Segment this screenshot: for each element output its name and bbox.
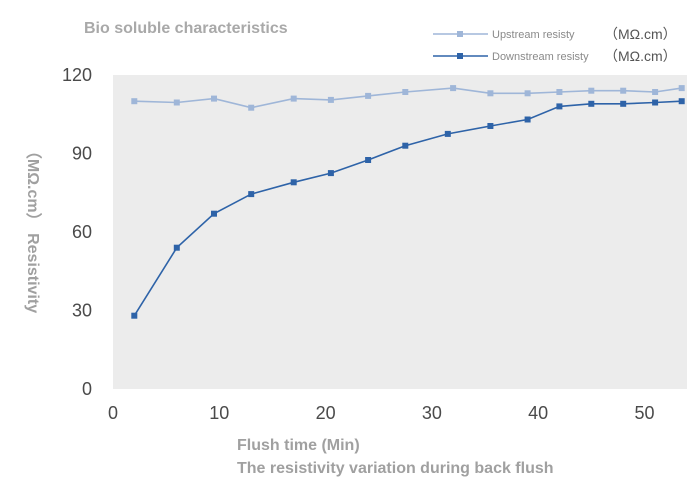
- data-point: [487, 123, 494, 129]
- data-point: [524, 116, 531, 123]
- legend: Upstream resisty （MΩ.cm） Downstream resist…: [433, 26, 677, 64]
- data-point: [211, 95, 217, 102]
- series-line-upstream: [134, 87, 682, 109]
- data-point: [211, 210, 217, 217]
- x-tick-label: 30: [422, 403, 442, 423]
- data-point: [131, 98, 138, 105]
- legend-unit: （MΩ.cm）: [604, 48, 677, 64]
- data-point: [678, 98, 685, 105]
- y-tick-label: 30: [72, 301, 92, 321]
- x-tick-label: 40: [528, 403, 548, 423]
- data-point: [365, 157, 372, 163]
- data-point: [173, 99, 180, 106]
- y-tick-label: 120: [62, 65, 92, 85]
- data-point: [620, 100, 627, 107]
- series-line-downstream: [133, 100, 682, 317]
- data-point: [556, 89, 563, 95]
- data-point: [652, 99, 659, 106]
- y-axis-ticks: 0 30 60 90 120: [62, 65, 92, 399]
- data-point: [290, 95, 297, 102]
- x-axis-label: Flush time (Min): [237, 437, 360, 454]
- data-point: [444, 130, 451, 137]
- data-point: [450, 85, 457, 92]
- chart-caption: The resistivity variation during back fl…: [237, 460, 554, 477]
- legend-label: Downstream resisty: [492, 51, 589, 63]
- x-tick-label: 20: [316, 403, 336, 423]
- x-tick-label: 0: [108, 403, 118, 423]
- legend-unit: （MΩ.cm）: [604, 26, 677, 42]
- y-tick-label: 0: [82, 379, 92, 399]
- data-point: [327, 170, 334, 177]
- data-point: [290, 179, 297, 186]
- y-axis-label: （MΩ.cm） Resistivity: [24, 143, 42, 313]
- y-tick-label: 60: [72, 222, 92, 242]
- data-point: [524, 90, 531, 97]
- chart-title: Bio soluble characteristics: [84, 20, 288, 37]
- series-layer: [131, 85, 685, 319]
- data-point: [402, 142, 409, 149]
- data-point: [173, 244, 180, 251]
- legend-marker: [457, 53, 463, 59]
- data-point: [556, 103, 563, 110]
- data-point: [402, 89, 409, 95]
- data-point: [365, 92, 372, 99]
- plot-area: [113, 75, 687, 389]
- x-tick-label: 50: [634, 403, 654, 423]
- data-point: [487, 90, 494, 97]
- data-point: [620, 87, 627, 94]
- x-axis-ticks: 0 10 20 30 40 50: [108, 403, 655, 423]
- legend-label: Upstream resisty: [492, 29, 575, 41]
- data-point: [678, 85, 685, 92]
- data-point: [588, 100, 595, 107]
- data-point: [327, 96, 334, 103]
- data-point: [652, 89, 659, 95]
- data-point: [248, 104, 255, 111]
- data-point: [248, 191, 255, 198]
- legend-marker: [457, 31, 463, 37]
- data-point: [131, 312, 138, 319]
- data-point: [588, 87, 595, 94]
- x-tick-label: 10: [209, 403, 229, 423]
- y-tick-label: 90: [72, 144, 92, 164]
